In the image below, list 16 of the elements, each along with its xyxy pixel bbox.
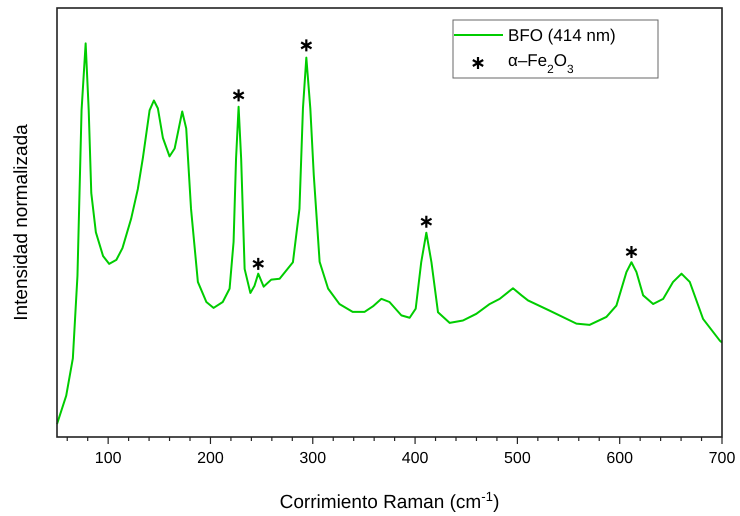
y-axis-title: Intensidad normalizada bbox=[11, 124, 32, 321]
x-tick-label: 200 bbox=[197, 450, 224, 467]
point bbox=[300, 38, 313, 52]
x-tick-label: 100 bbox=[94, 450, 122, 467]
point bbox=[252, 256, 265, 271]
point bbox=[420, 214, 433, 229]
point bbox=[232, 88, 245, 102]
x-tick-label: 300 bbox=[299, 450, 326, 467]
x-axis-title: Corrimiento Raman (cm$^{-1}$) bbox=[280, 488, 500, 513]
x-tick-label: 600 bbox=[606, 450, 634, 467]
x-tick-label: 700 bbox=[708, 450, 736, 467]
legend-label: BFO (414 nm) bbox=[508, 26, 616, 45]
legend-label: α–Fe$_{2}$O$_{3}$ bbox=[508, 51, 574, 76]
x-tick-label: 500 bbox=[504, 450, 531, 467]
x-tick-label: 400 bbox=[402, 450, 429, 467]
point bbox=[625, 244, 638, 260]
